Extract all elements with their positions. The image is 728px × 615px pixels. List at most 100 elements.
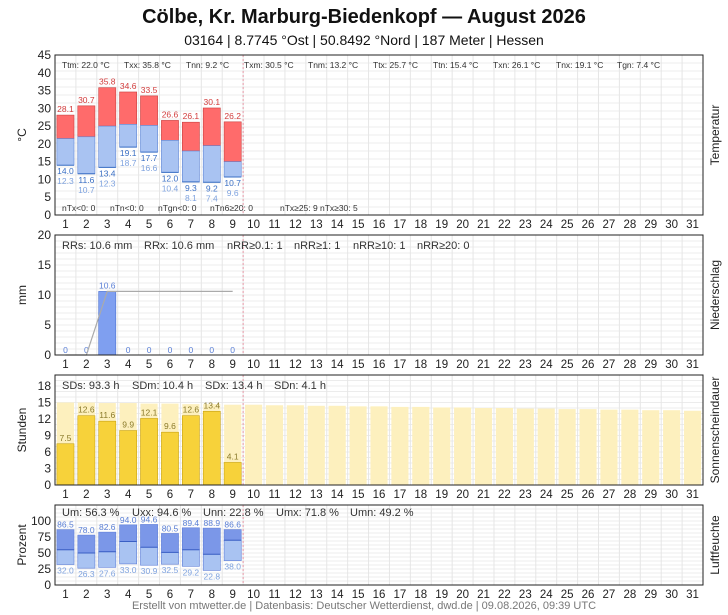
tground-label: 8.1 [185,193,197,203]
sunshine-label: 12.6 [183,405,200,415]
sunshine-day-label: 20 [456,489,469,501]
precipitation-day-label: 13 [310,359,323,371]
tground-label: 7.4 [206,193,218,203]
precipitation-frame [54,234,704,356]
humidity-day-label: 3 [104,589,110,601]
humidity-day-label: 18 [414,589,427,601]
humidity-y-tick-label: 75 [38,530,52,544]
precipitation-day-label: 12 [289,359,302,371]
temperature-bottom-stat: nTx≥25: 9 [280,203,318,213]
sunshine-possible-bar [328,405,346,485]
footer-credit: Erstellt von mtwetter.de | Datenbasis: D… [131,600,597,612]
tground-label: 9.6 [227,188,239,198]
sunshine-day-label: 23 [519,489,532,501]
sunshine-possible-bar [516,408,534,485]
precipitation-day-label: 30 [665,359,678,371]
humidity-stat: Um: 56.3 % [62,507,120,519]
sunshine-day-label: 3 [104,489,110,501]
temperature-day-label: 28 [623,219,636,231]
temperature-stat: Tnn: 9.2 °C [186,60,229,70]
temperature-day-label: 12 [289,219,302,231]
tmax-bar [56,114,75,139]
humidity-upper-bar [56,529,75,551]
humidity-lower-bar [161,552,179,565]
temperature-day-label: 4 [125,219,132,231]
humidity-day-label: 28 [623,589,636,601]
humidity-upper-bar [161,533,179,553]
sunshine-day-label: 2 [83,489,89,501]
sunshine-bar [56,443,75,486]
tground-label: 12.3 [99,178,116,188]
umax-label: 78.0 [78,525,95,535]
sunshine-y-tick-label: 3 [44,462,51,476]
temperature-y-tick-label: 0 [44,208,51,222]
sunshine-possible-bar [265,405,284,485]
tmin-bar [223,161,242,178]
temperature-day-label: 16 [373,219,386,231]
temperature-day-label: 29 [644,219,657,231]
precipitation-day-label: 10 [247,359,260,371]
temperature-day-label: 15 [352,219,365,231]
sunshine-possible-bar [621,409,639,485]
precipitation-day-label: 15 [352,359,365,371]
precipitation-day-label: 9 [229,359,235,371]
temperature-day-label: 20 [456,219,469,231]
precipitation-day-label: 29 [644,359,657,371]
sunshine-possible-bar [600,409,618,485]
temperature-day-label: 17 [394,219,407,231]
tground-label: 18.7 [120,158,137,168]
humidity-day-label: 2 [83,589,89,601]
humidity-lower-bar [182,549,200,567]
sunshine-day-label: 18 [414,489,427,501]
sunshine-possible-bar [663,410,681,485]
temperature-y-tick-label: 5 [44,190,51,204]
umin-label: 26.3 [78,569,95,579]
humidity-y-axis-label: Prozent [15,524,29,566]
temperature-day-label: 13 [310,219,323,231]
humidity-day-label: 16 [373,589,386,601]
tmin-bar [56,138,75,166]
precipitation-stat: nRR≥1: 1 [294,240,340,252]
sunshine-day-label: 1 [62,489,68,501]
temperature-day-label: 11 [269,219,281,231]
humidity-day-label: 20 [456,589,469,601]
precipitation-day-label: 27 [603,359,616,371]
tmax-label: 26.1 [183,111,200,121]
temperature-y-tick-label: 35 [38,84,52,98]
tmin-bar [98,125,117,168]
tmin-bar [77,136,96,175]
precipitation-side-label: Niederschlag [708,260,722,330]
humidity-stat: Umn: 49.2 % [350,507,414,519]
humidity-y-tick-label: 100 [31,514,51,528]
precipitation-y-tick-label: 20 [38,228,52,242]
humidity-lower-bar [223,539,242,561]
precip-cumulative-line [65,290,233,356]
temperature-y-tick-label: 20 [38,137,52,151]
temperature-y-tick-label: 15 [38,155,52,169]
tmax-bar [119,91,138,125]
umin-label: 32.5 [162,565,179,575]
sunshine-possible-bar [558,409,576,485]
tground-label: 16.6 [141,163,158,173]
umax-label: 94.6 [141,514,158,524]
sunshine-day-label: 7 [188,489,194,501]
humidity-day-label: 30 [665,589,678,601]
sunshine-day-label: 11 [269,489,281,501]
temperature-y-tick-label: 10 [38,172,52,186]
humidity-day-label: 21 [477,589,490,601]
humidity-lower-bar [98,551,117,568]
precipitation-day-label: 23 [519,359,532,371]
precip-label: 0 [84,345,89,355]
tmax-label: 34.6 [120,81,137,91]
temperature-day-label: 22 [498,219,511,231]
sunshine-possible-bar [370,406,388,485]
tmax-label: 26.2 [224,111,241,121]
umax-label: 80.5 [162,523,179,533]
humidity-day-label: 1 [62,589,68,601]
temperature-day-label: 31 [686,219,699,231]
sunshine-possible-bar [537,408,555,485]
precipitation-stat: nRR≥0.1: 1 [227,240,283,252]
sunshine-day-label: 10 [247,489,260,501]
sunshine-possible-bar [412,406,430,485]
